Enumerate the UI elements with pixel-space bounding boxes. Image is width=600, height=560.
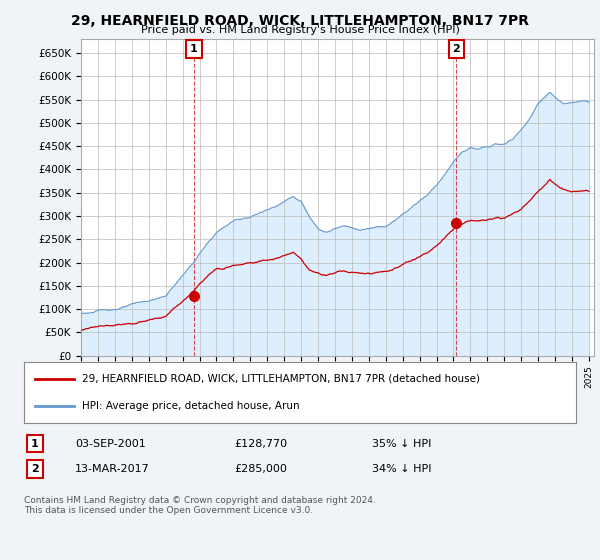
Text: 1: 1 <box>190 44 198 54</box>
Text: £285,000: £285,000 <box>234 464 287 474</box>
Text: 29, HEARNFIELD ROAD, WICK, LITTLEHAMPTON, BN17 7PR: 29, HEARNFIELD ROAD, WICK, LITTLEHAMPTON… <box>71 14 529 28</box>
Text: 13-MAR-2017: 13-MAR-2017 <box>75 464 150 474</box>
Text: 2: 2 <box>31 464 38 474</box>
Text: Price paid vs. HM Land Registry's House Price Index (HPI): Price paid vs. HM Land Registry's House … <box>140 25 460 35</box>
Text: £128,770: £128,770 <box>234 438 287 449</box>
Text: HPI: Average price, detached house, Arun: HPI: Average price, detached house, Arun <box>82 402 299 412</box>
Text: 29, HEARNFIELD ROAD, WICK, LITTLEHAMPTON, BN17 7PR (detached house): 29, HEARNFIELD ROAD, WICK, LITTLEHAMPTON… <box>82 374 480 384</box>
Text: 2: 2 <box>452 44 460 54</box>
Text: Contains HM Land Registry data © Crown copyright and database right 2024.
This d: Contains HM Land Registry data © Crown c… <box>24 496 376 515</box>
Text: 34% ↓ HPI: 34% ↓ HPI <box>372 464 431 474</box>
Text: 35% ↓ HPI: 35% ↓ HPI <box>372 438 431 449</box>
Text: 03-SEP-2001: 03-SEP-2001 <box>75 438 146 449</box>
Text: 1: 1 <box>31 438 38 449</box>
